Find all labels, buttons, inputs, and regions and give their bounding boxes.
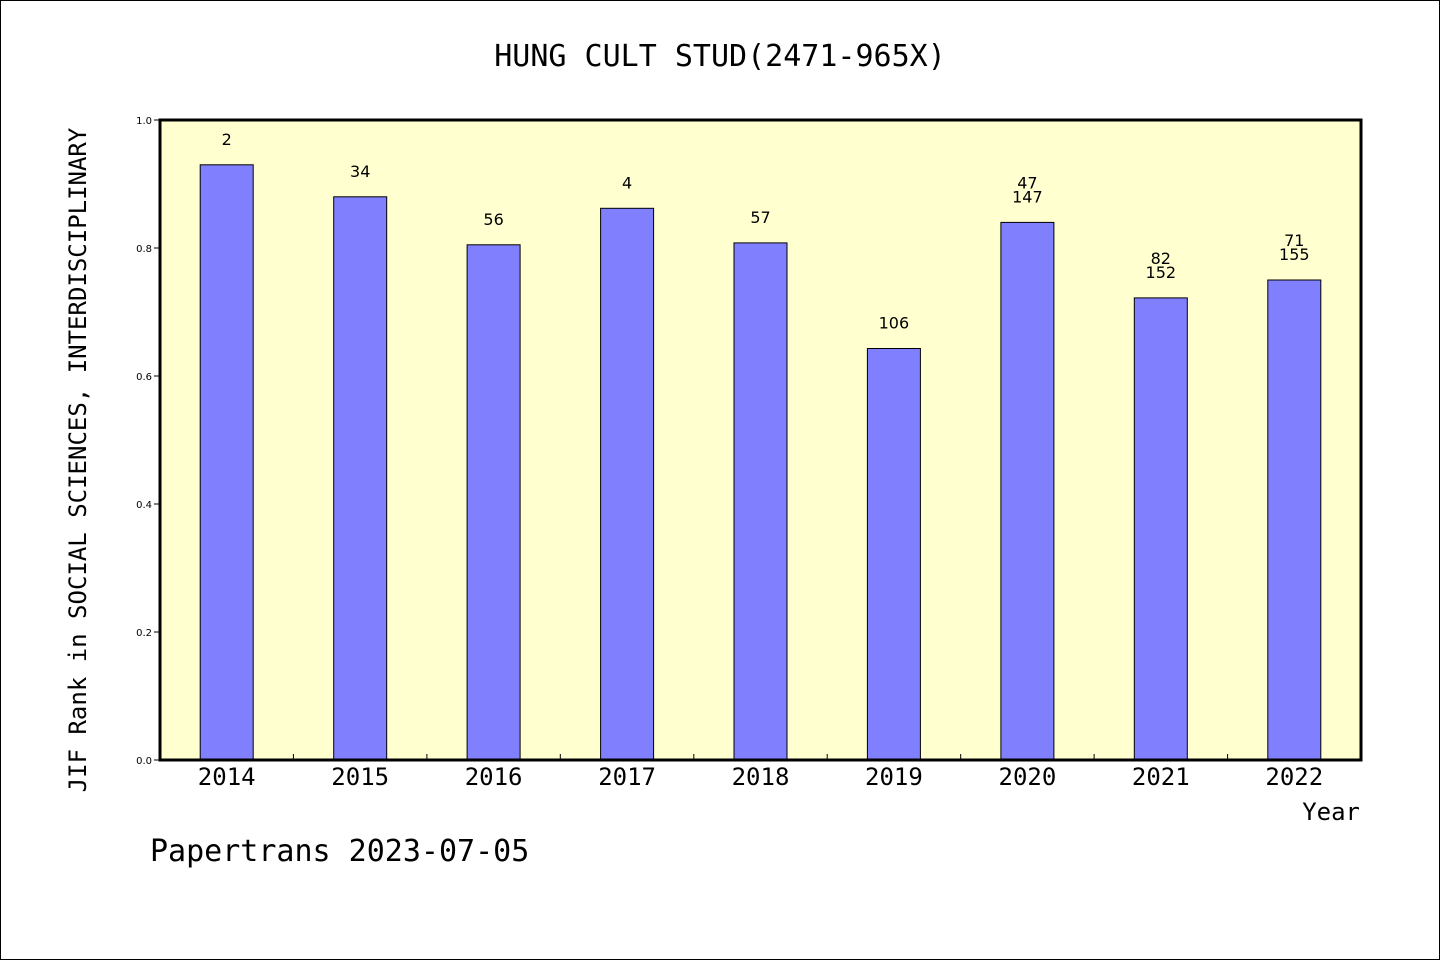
x-tick-label-2017: 2017 — [598, 763, 656, 791]
x-tick-label-2016: 2016 — [465, 763, 523, 791]
data-label-2017-0: 4 — [622, 173, 632, 192]
bar-2018 — [733, 242, 788, 761]
data-label-2021-0: 82 — [1151, 249, 1171, 268]
bar-2020 — [1000, 221, 1055, 761]
x-axis: 2014 2015 2016 2017 2018 2019 2020 2021 2022 — [198, 754, 1323, 791]
y-tick-label-3: 0.6 — [136, 372, 152, 383]
x-tick-label-2018: 2018 — [732, 763, 790, 791]
bar-2014 — [199, 164, 254, 761]
chart-title: HUNG CULT STUD(2471-965X) — [494, 39, 946, 74]
bar-2019 — [866, 348, 921, 761]
x-tick-label-2021: 2021 — [1132, 763, 1190, 791]
x-tick-label-2022: 2022 — [1265, 763, 1323, 791]
y-tick-label-0: 0.0 — [136, 756, 152, 767]
y-tick-label-5: 1.0 — [136, 116, 152, 127]
x-tick-label-2020: 2020 — [999, 763, 1057, 791]
x-tick-label-2014: 2014 — [198, 763, 256, 791]
data-label-2014-0: 2 — [222, 130, 232, 149]
data-label-2016-0: 56 — [483, 210, 503, 229]
data-label-2020-1: 147 — [1012, 187, 1043, 206]
y-axis: 0.0 0.2 0.4 0.6 0.8 1.0 — [136, 116, 160, 767]
y-tick-label-4: 0.8 — [136, 244, 152, 255]
x-tick-label-2019: 2019 — [865, 763, 923, 791]
y-tick-label-1: 0.2 — [136, 628, 152, 639]
bar-2015 — [333, 196, 388, 761]
bar-2022 — [1267, 279, 1322, 761]
x-tick-label-2015: 2015 — [331, 763, 389, 791]
y-axis-label: JIF Rank in SOCIAL SCIENCES, INTERDISCIP… — [64, 127, 92, 792]
plot-border — [158, 118, 1363, 762]
data-label-2020-0: 47 — [1017, 173, 1037, 192]
footer-watermark: Papertrans 2023-07-05 — [150, 834, 530, 869]
bar-2016 — [466, 244, 521, 761]
data-label-2022-0: 71 — [1284, 231, 1304, 250]
x-axis-label: Year — [1302, 798, 1360, 826]
data-label-2019-0: 106 — [879, 314, 910, 333]
data-label-2015-0: 34 — [350, 162, 370, 181]
bar-2021 — [1133, 297, 1188, 761]
data-label-2022-1: 155 — [1279, 245, 1310, 264]
bar-2017 — [600, 207, 655, 761]
bars-group — [199, 164, 1322, 761]
y-tick-label-2: 0.4 — [136, 500, 152, 511]
data-label-2021-1: 152 — [1146, 263, 1177, 282]
data-label-2018-0: 57 — [750, 208, 770, 227]
